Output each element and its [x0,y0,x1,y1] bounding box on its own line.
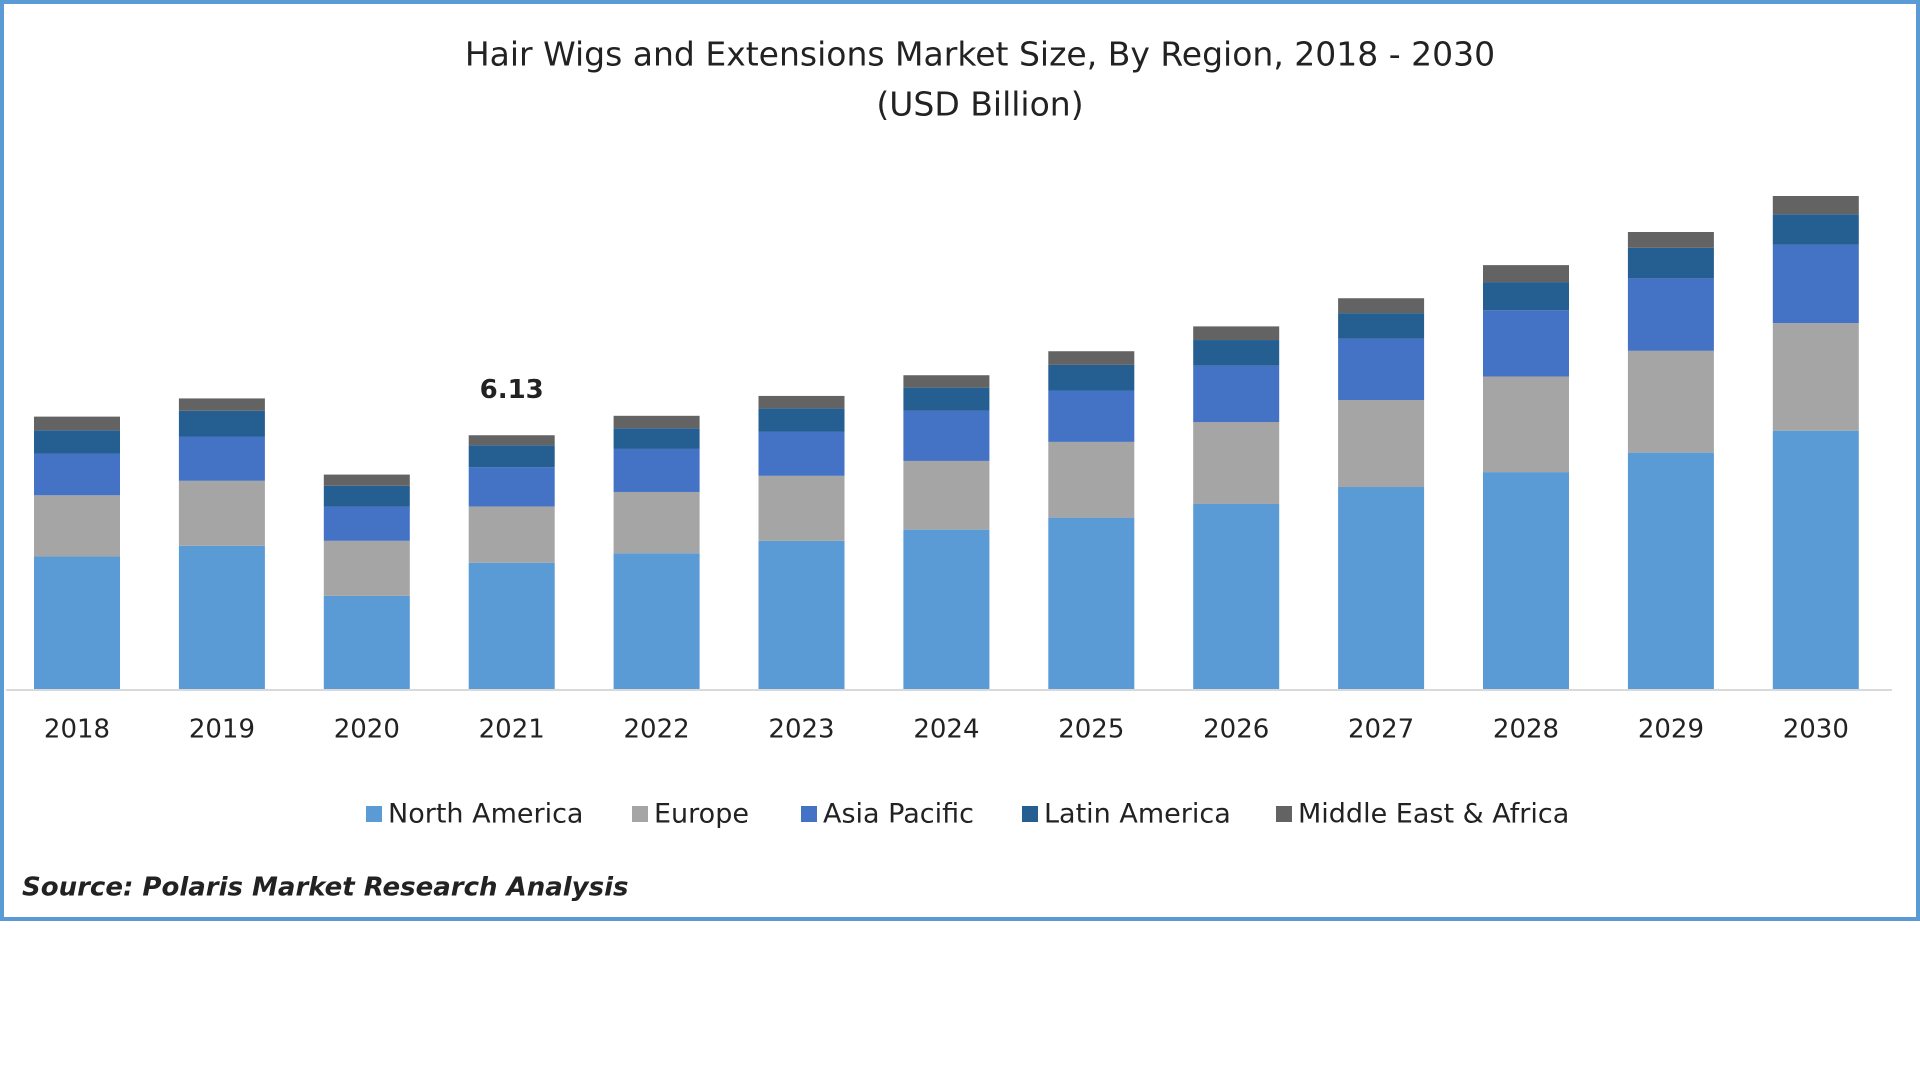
bar-segment [468,562,555,689]
bar-segment [1772,196,1859,215]
bar-segment [323,474,410,486]
total-label: 6.13 [480,375,544,405]
bar-segment [34,453,120,496]
bar-segment [758,540,845,689]
bar-segment [1627,247,1714,279]
x-tick-label: 2023 [768,715,834,745]
bar-segment [178,436,265,481]
bar-segment [34,495,120,557]
bar-segment [178,480,265,546]
legend-label: Latin America [1044,799,1231,830]
bar-segment [1772,214,1859,245]
legend-swatch [1276,806,1292,822]
bar-segment [758,395,845,409]
bar-segment [468,435,555,446]
bar-segment [613,491,700,554]
bar-segment [323,595,410,689]
bar-segment [1193,340,1280,366]
bar-segment [1338,400,1425,487]
x-tick-label: 2024 [913,715,979,745]
bar-segment [1483,310,1569,377]
legend-swatch [632,806,648,822]
bar-segment [1048,351,1135,365]
x-tick-label: 2030 [1783,715,1849,745]
bar-segment [1193,326,1280,341]
bar-segment [468,506,555,563]
bar-segment [903,375,990,388]
x-tick-label: 2019 [189,715,255,745]
bar-segment [613,415,700,429]
bar-segment [903,387,990,411]
x-tick-label: 2025 [1058,715,1124,745]
bar-segment [903,410,990,461]
legend-label: Europe [654,799,749,830]
bar-segment [468,467,555,507]
x-tick-label: 2028 [1493,715,1559,745]
bar-segment [903,460,990,530]
chart-title: Hair Wigs and Extensions Market Size, By… [465,35,1495,74]
bar-segment [1338,338,1425,401]
bar-segment [613,428,700,449]
bar-segment [178,545,265,689]
bar-segment [34,416,120,431]
bar-segment [34,556,120,689]
bar-segment [1627,452,1714,689]
bar-segment [1338,486,1425,689]
bar-segment [613,448,700,492]
x-tick-label: 2022 [624,715,690,745]
bar-segment [178,410,265,437]
bar-segment [1483,472,1569,689]
bar-segment [1483,376,1569,473]
bar-segment [323,506,410,541]
bar-segment [758,475,845,541]
bar-segment [1193,422,1280,504]
bar-segment [1048,441,1135,518]
bar-segment [1338,298,1425,314]
bar-segment [1048,390,1135,442]
legend-swatch [1022,806,1038,822]
bar-segment [1048,517,1135,689]
bar-segment [1483,265,1569,283]
bar-segment [1772,430,1859,689]
bar-segment [1627,278,1714,351]
x-tick-label: 2029 [1638,715,1704,745]
bar-segment [758,431,845,476]
legend-label: Asia Pacific [823,799,974,830]
x-tick-label: 2018 [44,715,110,745]
x-tick-label: 2027 [1348,715,1414,745]
bar-segment [903,529,990,689]
bar-segment [178,398,265,411]
legend-label: Middle East & Africa [1298,799,1569,830]
bar-segment [34,430,120,454]
bar-segment [323,485,410,507]
bar-segment [1627,350,1714,453]
legend-swatch [801,806,817,822]
bar-segment [1627,232,1714,248]
x-tick-label: 2026 [1203,715,1269,745]
bar-segment [613,553,700,689]
bar-segment [758,408,845,432]
source-note: Source: Polaris Market Research Analysis [22,873,628,903]
legend-label: North America [388,799,583,830]
x-tick-label: 2020 [334,715,400,745]
bar-segment [1193,503,1280,689]
bar-segment [1048,364,1135,391]
bar-segment [323,540,410,596]
x-tick-label: 2021 [479,715,545,745]
bar-segment [1338,313,1425,339]
chart-subtitle: (USD Billion) [876,85,1083,124]
bar-segment [468,445,555,468]
bar-segment [1772,323,1859,431]
bar-segment [1483,282,1569,311]
bar-segment [1772,244,1859,324]
bar-segment [1193,365,1280,423]
legend-swatch [366,806,382,822]
